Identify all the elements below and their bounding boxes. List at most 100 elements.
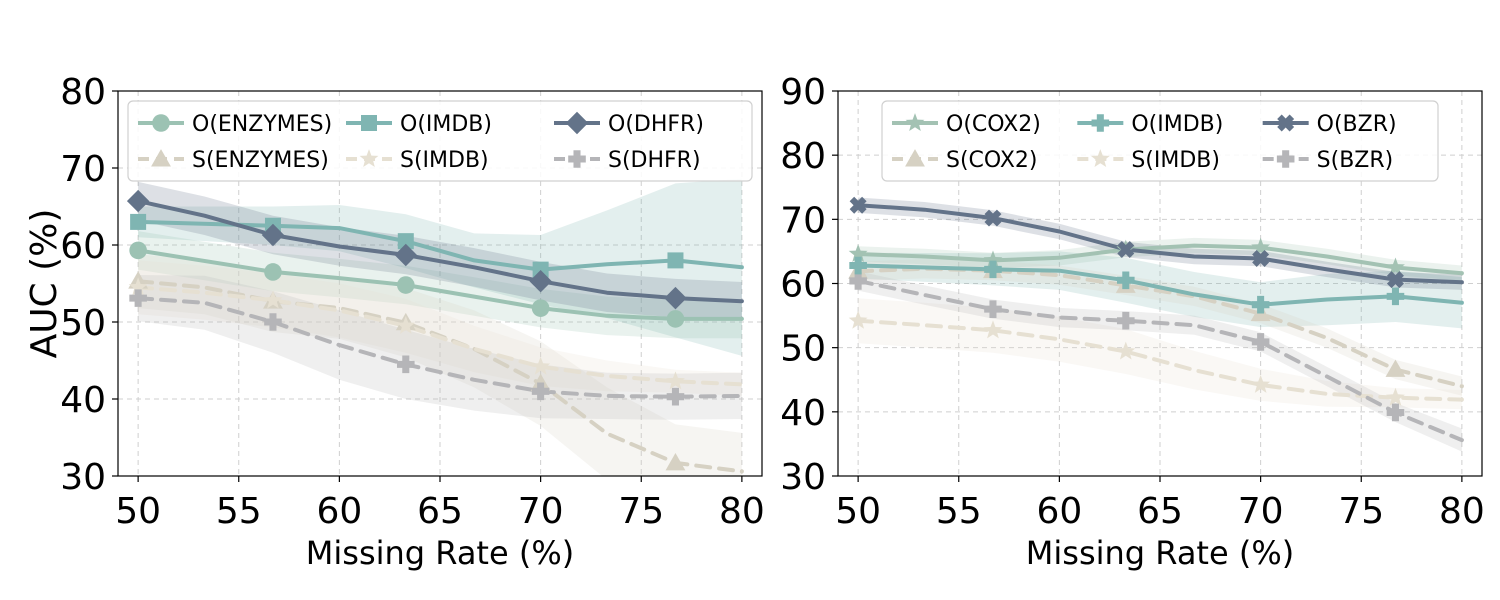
y-tick-label: 60 xyxy=(60,226,106,267)
point-o-dhfr xyxy=(126,189,150,213)
legend-marker xyxy=(905,113,925,131)
point-s-enzymes xyxy=(530,373,551,392)
line-s-dhfr xyxy=(136,296,744,399)
point-s-imdb xyxy=(1116,341,1136,360)
point-s-bzr xyxy=(984,300,1002,318)
y-axis-label: AUC (%) xyxy=(24,209,65,359)
point-o-imdb xyxy=(984,260,1002,279)
point-s-imdb xyxy=(128,277,148,296)
legend-label: S(DHFR) xyxy=(608,148,701,173)
x-tick-label: 50 xyxy=(835,491,881,532)
legend-item-o-imdb: O(IMDB) xyxy=(1077,112,1223,137)
legend-item-s-enzymes: S(ENZYMES) xyxy=(138,148,329,173)
y-tick-label: 60 xyxy=(780,265,826,306)
point-s-dhfr xyxy=(264,313,282,331)
point-s-dhfr xyxy=(396,355,415,374)
legend-label: O(ENZYMES) xyxy=(192,112,332,137)
line-o-dhfr xyxy=(136,199,744,304)
band-s-imdb xyxy=(138,260,742,396)
point-o-imdb xyxy=(1386,287,1405,306)
line-o-imdb xyxy=(856,263,1464,307)
legend-item-o-dhfr: O(DHFR) xyxy=(554,111,704,137)
legend-marker xyxy=(151,149,171,167)
left-chart-panel: 50 55 60 65 70 75 80 30 40 50 60 70 80 Missing Rate (… xyxy=(24,72,765,572)
y-tick-label: 70 xyxy=(780,200,826,241)
point-s-dhfr xyxy=(129,289,147,307)
legend-item-s-cox2: S(COX2) xyxy=(892,148,1037,173)
legend-item-s-dhfr: S(DHFR) xyxy=(554,148,701,173)
point-s-enzymes xyxy=(665,452,686,471)
line-o-bzr xyxy=(856,203,1464,285)
legend-marker xyxy=(359,149,379,167)
point-s-imdb xyxy=(666,371,685,390)
point-s-dhfr xyxy=(531,382,550,401)
band-o-imdb xyxy=(138,178,742,356)
point-o-imdb xyxy=(397,233,414,250)
x-tick-label: 80 xyxy=(719,491,765,532)
x-tick-label: 55 xyxy=(216,491,262,532)
point-s-imdb xyxy=(1251,375,1271,393)
point-o-cox2 xyxy=(1386,257,1405,276)
legend-item-s-imdb: S(IMDB) xyxy=(346,148,489,173)
line-s-bzr xyxy=(856,278,1464,443)
x-tick-label: 70 xyxy=(518,491,564,532)
point-s-cox2 xyxy=(1385,359,1406,377)
legend-label: O(COX2) xyxy=(946,112,1041,137)
point-o-bzr xyxy=(849,196,867,214)
point-s-bzr xyxy=(1251,333,1270,351)
y-tick-label: 30 xyxy=(780,457,826,498)
legend-marker xyxy=(1091,114,1110,132)
x-axis-label: Missing Rate (%) xyxy=(1026,534,1294,572)
legend-marker xyxy=(152,114,170,132)
legend-label: S(COX2) xyxy=(946,148,1037,173)
series-markers xyxy=(126,189,687,471)
x-tick-label: 60 xyxy=(1036,491,1082,532)
point-s-imdb xyxy=(396,315,416,334)
point-s-bzr xyxy=(1386,403,1405,422)
point-o-bzr xyxy=(984,209,1002,227)
tick-labels: 50 55 60 65 70 75 80 30 40 50 60 70 80 xyxy=(60,72,765,532)
point-s-dhfr xyxy=(666,387,685,406)
point-o-imdb xyxy=(130,213,147,230)
legend: O(COX2) O(IMDB) O(BZR) S(COX2) S(IMDB) S(BZR) xyxy=(881,100,1439,182)
series-lines xyxy=(856,203,1464,443)
right-chart-panel: 50 55 60 65 70 75 80 30 40 50 60 70 80 90 Missing Rate… xyxy=(780,72,1485,572)
x-axis-label: Missing Rate (%) xyxy=(306,534,574,572)
x-tick-label: 70 xyxy=(1238,491,1284,532)
x-tick-label: 65 xyxy=(417,491,463,532)
legend-label: S(ENZYMES) xyxy=(192,148,329,173)
line-o-enzymes xyxy=(136,248,744,321)
point-o-dhfr xyxy=(394,243,417,267)
legend-label: O(IMDB) xyxy=(1131,112,1223,137)
legend-item-o-imdb: O(IMDB) xyxy=(346,112,492,137)
y-tick-label: 50 xyxy=(780,329,826,370)
point-s-imdb xyxy=(1386,387,1405,406)
legend-marker xyxy=(565,111,589,135)
point-o-enzymes xyxy=(264,263,282,281)
x-tick-label: 80 xyxy=(1439,491,1485,532)
line-o-imdb xyxy=(136,219,744,272)
line-s-imdb xyxy=(856,318,1464,402)
point-o-imdb xyxy=(1116,271,1135,290)
band-o-enzymes xyxy=(138,231,742,339)
point-o-dhfr xyxy=(664,286,687,310)
point-s-bzr xyxy=(849,272,867,290)
legend-marker xyxy=(1277,114,1295,132)
series-markers xyxy=(848,196,1406,422)
point-o-bzr xyxy=(1252,249,1270,267)
point-o-imdb xyxy=(1251,295,1270,314)
x-tick-label: 55 xyxy=(936,491,982,532)
point-o-dhfr xyxy=(529,269,552,293)
y-tick-label: 50 xyxy=(60,303,106,344)
band-s-imdb xyxy=(858,298,1462,410)
point-o-enzymes xyxy=(129,241,147,260)
point-o-cox2 xyxy=(1251,237,1271,256)
band-s-bzr xyxy=(858,271,1462,452)
point-o-cox2 xyxy=(983,250,1003,269)
point-s-imdb xyxy=(983,320,1003,339)
point-o-cox2 xyxy=(848,244,868,262)
point-o-bzr xyxy=(1386,271,1404,289)
legend: O(ENZYMES) O(IMDB) O(DHFR) S(ENZYMES) S(IMDB… xyxy=(127,100,753,182)
